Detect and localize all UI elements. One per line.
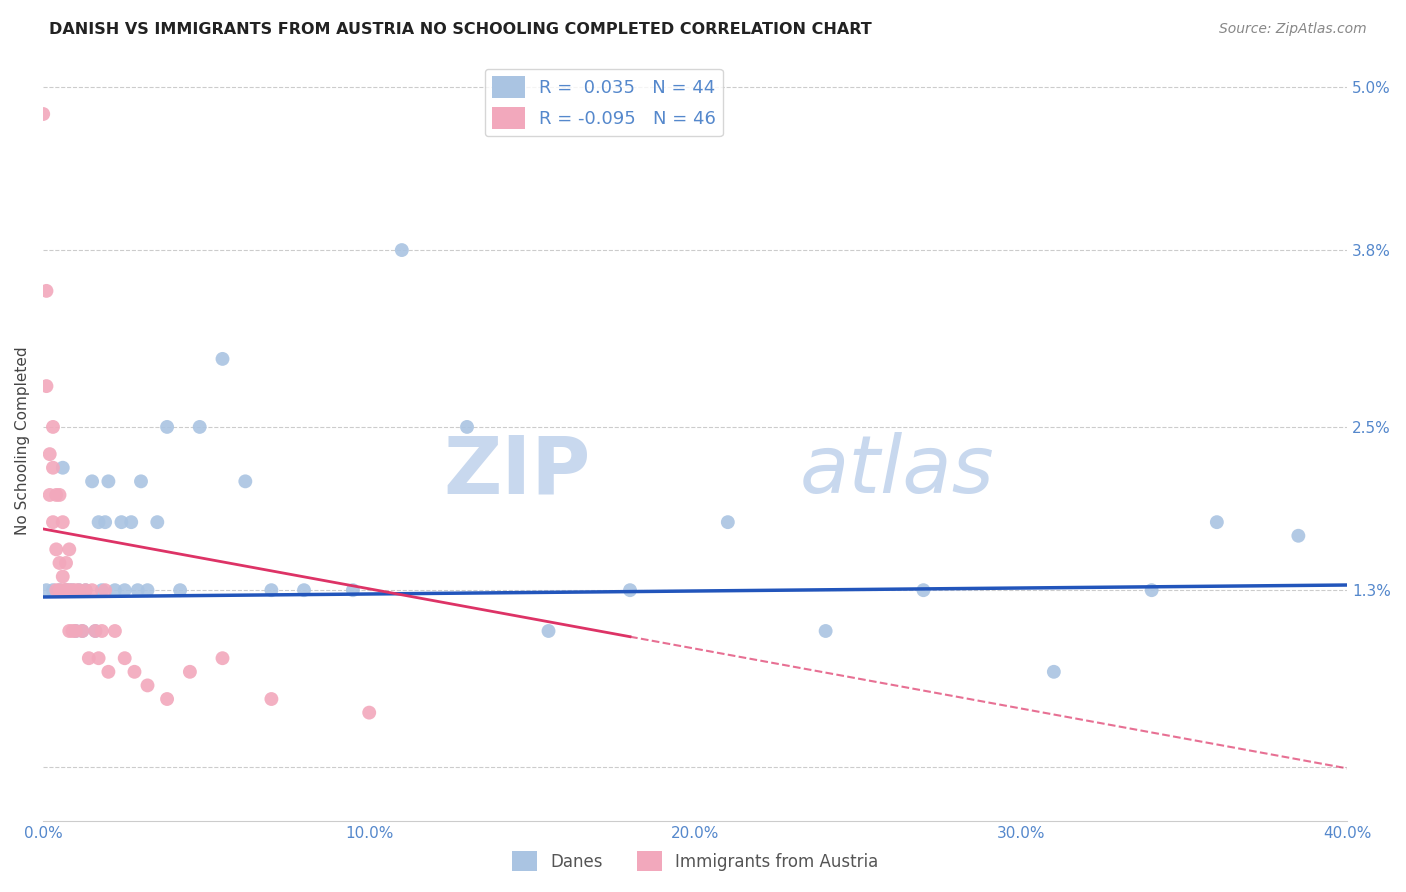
Point	[90, 583, 112, 598]
Text: DANISH VS IMMIGRANTS FROM AUSTRIA NO SCHOOLING COMPLETED CORRELATION CHART: DANISH VS IMMIGRANTS FROM AUSTRIA NO SCH…	[49, 22, 872, 37]
Point	[110, 515, 132, 529]
Legend: R =  0.035   N = 44, R = -0.095   N = 46: R = 0.035 N = 44, R = -0.095 N = 46	[485, 69, 723, 136]
Point	[156, 420, 179, 434]
Point	[52, 460, 75, 475]
Point	[1043, 665, 1066, 679]
Point	[45, 488, 67, 502]
Point	[211, 651, 233, 665]
Point	[179, 665, 201, 679]
Point	[52, 569, 75, 583]
Point	[62, 583, 84, 598]
Point	[84, 624, 107, 638]
Point	[35, 284, 58, 298]
Point	[82, 475, 104, 489]
Text: Source: ZipAtlas.com: Source: ZipAtlas.com	[1219, 22, 1367, 37]
Point	[58, 583, 80, 598]
Point	[233, 475, 256, 489]
Point	[94, 515, 117, 529]
Point	[717, 515, 740, 529]
Point	[104, 583, 127, 598]
Point	[52, 515, 75, 529]
Point	[82, 583, 104, 598]
Point	[67, 583, 90, 598]
Point	[1140, 583, 1163, 598]
Point	[104, 624, 127, 638]
Point	[359, 706, 381, 720]
Point	[35, 379, 58, 393]
Point	[55, 583, 77, 598]
Point	[114, 651, 136, 665]
Point	[58, 583, 80, 598]
Text: atlas: atlas	[800, 432, 994, 510]
Point	[156, 692, 179, 706]
Point	[48, 583, 70, 598]
Point	[146, 515, 169, 529]
Point	[169, 583, 191, 598]
Point	[52, 583, 75, 598]
Point	[75, 583, 97, 598]
Point	[97, 475, 120, 489]
Point	[55, 556, 77, 570]
Point	[456, 420, 478, 434]
Point	[188, 420, 211, 434]
Point	[72, 624, 94, 638]
Point	[45, 583, 67, 598]
Point	[45, 542, 67, 557]
Point	[391, 243, 413, 257]
Point	[84, 624, 107, 638]
Point	[342, 583, 364, 598]
Point	[120, 515, 142, 529]
Point	[58, 542, 80, 557]
Point	[75, 583, 97, 598]
Point	[48, 488, 70, 502]
Point	[48, 583, 70, 598]
Point	[127, 583, 149, 598]
Point	[87, 515, 110, 529]
Point	[42, 515, 65, 529]
Point	[94, 583, 117, 598]
Point	[814, 624, 837, 638]
Point	[55, 583, 77, 598]
Point	[65, 583, 87, 598]
Point	[87, 651, 110, 665]
Point	[67, 583, 90, 598]
Point	[58, 624, 80, 638]
Text: ZIP: ZIP	[444, 432, 591, 510]
Point	[1205, 515, 1227, 529]
Point	[292, 583, 315, 598]
Point	[211, 351, 233, 366]
Point	[77, 651, 100, 665]
Point	[55, 583, 77, 598]
Point	[72, 624, 94, 638]
Point	[35, 583, 58, 598]
Point	[260, 692, 283, 706]
Point	[136, 678, 159, 692]
Point	[38, 488, 60, 502]
Point	[32, 107, 55, 121]
Point	[42, 460, 65, 475]
Point	[62, 583, 84, 598]
Point	[48, 556, 70, 570]
Point	[912, 583, 935, 598]
Point	[97, 665, 120, 679]
Point	[62, 624, 84, 638]
Point	[42, 420, 65, 434]
Point	[65, 624, 87, 638]
Point	[1286, 529, 1309, 543]
Point	[124, 665, 146, 679]
Point	[537, 624, 560, 638]
Point	[619, 583, 641, 598]
Point	[38, 447, 60, 461]
Point	[260, 583, 283, 598]
Y-axis label: No Schooling Completed: No Schooling Completed	[15, 346, 30, 535]
Point	[129, 475, 152, 489]
Point	[42, 583, 65, 598]
Point	[90, 624, 112, 638]
Point	[114, 583, 136, 598]
Point	[65, 624, 87, 638]
Point	[136, 583, 159, 598]
